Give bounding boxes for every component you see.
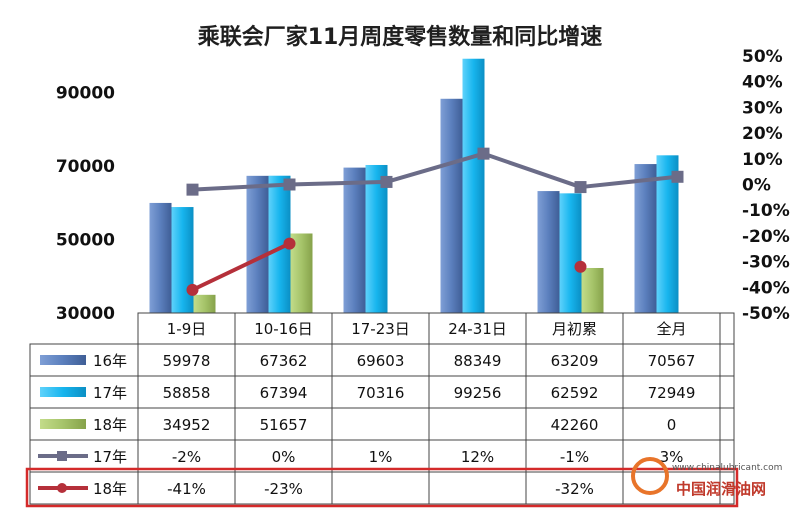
data-label-4-0: -41% [167,480,206,498]
left-axis-tick-label: 30000 [56,304,115,324]
right-axis-tick-label: 50% [742,47,783,67]
data-label-1-1: 67394 [260,384,308,402]
bar-1-4 [559,193,582,313]
watermark-name: 中国润滑油网 [676,480,766,498]
bar-1-3 [462,58,485,314]
data-label-3-4: -1% [560,448,589,466]
line-segment-3-2 [384,151,486,184]
right-axis-tick-label: -30% [742,253,790,273]
bar-2-1 [290,233,313,313]
legend-marker-4 [57,483,67,493]
right-axis-tick-label: 10% [742,150,783,170]
left-axis-tick-label: 50000 [56,231,115,251]
legend-marker-3 [57,451,67,461]
legend-label-4: 18年 [93,480,127,498]
data-label-1-0: 58858 [163,384,211,402]
line-point-3-4 [574,181,587,194]
bar-1-0 [171,207,194,313]
data-label-4-1: -23% [264,480,303,498]
data-label-0-1: 67362 [260,352,308,370]
bar-2-0 [193,294,216,313]
data-label-3-2: 1% [369,448,393,466]
data-label-0-0: 59978 [163,352,211,370]
right-axis-tick-label: 0% [742,176,771,196]
watermark-url: www.chinalubricant.com [672,463,782,473]
line-point-4-0 [186,283,199,296]
data-label-1-4: 62592 [551,384,599,402]
line-point-4-1 [283,237,296,250]
right-axis-tick-label: -10% [742,201,790,221]
right-axis-tick-label: -50% [742,304,790,324]
legend-swatch-0 [40,355,86,365]
right-axis-tick-label: 30% [742,98,783,118]
data-label-1-3: 99256 [454,384,502,402]
data-label-3-1: 0% [272,448,296,466]
bar-1-5 [656,155,679,313]
bar-0-0 [149,202,172,313]
data-label-1-2: 70316 [357,384,405,402]
legend-label-0: 16年 [93,352,127,370]
watermark-logo-icon [631,457,669,495]
data-label-1-5: 72949 [648,384,696,402]
data-label-4-4: -32% [555,480,594,498]
right-axis-tick-label: -20% [742,227,790,247]
right-axis-tick-label: 40% [742,73,783,93]
category-label: 24-31日 [448,320,507,338]
legend-label-1: 17年 [93,384,127,402]
bar-0-3 [440,98,463,313]
category-label: 1-9日 [167,320,207,338]
bar-0-4 [537,191,560,313]
legend-swatch-2 [40,419,86,429]
bar-0-2 [343,167,366,313]
data-label-2-1: 51657 [260,416,308,434]
category-label: 全月 [656,320,686,338]
line-point-3-1 [283,178,296,191]
left-axis-tick-label: 70000 [56,157,115,177]
bar-1-2 [365,164,388,313]
data-label-3-3: 12% [461,448,494,466]
line-segment-3-0 [190,182,292,192]
bar-1-1 [268,175,291,313]
bar-0-1 [246,175,269,313]
data-label-3-0: -2% [172,448,201,466]
line-point-4-4 [574,260,587,273]
line-point-3-3 [477,147,490,160]
chart-title: 乘联会厂家11月周度零售数量和同比增速 [197,24,603,50]
category-label: 月初累 [552,320,597,338]
line-point-3-2 [380,175,393,188]
bar-0-5 [634,164,657,313]
category-label: 17-23日 [351,320,410,338]
line-segment-3-1 [287,179,389,187]
data-label-0-4: 63209 [551,352,599,370]
line-point-3-0 [186,183,199,196]
highlight-box [25,467,739,508]
line-segment-3-3 [481,151,583,190]
line-segment-4-0 [190,241,292,292]
bar-2-4 [581,267,604,313]
right-axis-tick-label: -40% [742,278,790,298]
legend-label-3: 17年 [93,448,127,466]
right-axis-tick-label: 20% [742,124,783,144]
data-label-0-5: 70567 [648,352,696,370]
line-point-3-5 [671,170,684,183]
left-axis-tick-label: 90000 [56,84,115,104]
data-table-header-frame [137,312,735,345]
category-label: 10-16日 [254,320,313,338]
legend-label-2: 18年 [93,416,127,434]
data-label-3-5: 3% [660,448,684,466]
data-label-2-5: 0 [667,416,677,434]
data-label-2-4: 42260 [551,416,599,434]
line-segment-3-4 [578,174,680,190]
data-label-2-0: 34952 [163,416,211,434]
legend-swatch-1 [40,387,86,397]
data-label-0-2: 69603 [357,352,405,370]
data-label-0-3: 88349 [454,352,502,370]
